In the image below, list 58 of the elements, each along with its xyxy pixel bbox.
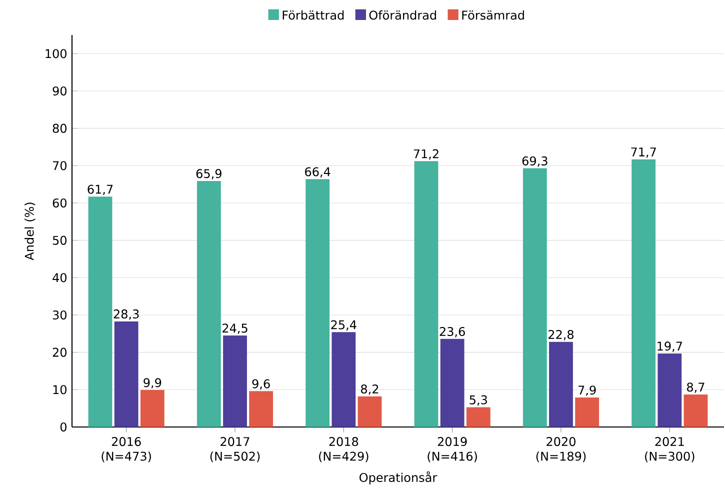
data-label: 66,4 [305,167,330,178]
bar [306,179,330,427]
data-label: 28,3 [114,309,139,320]
y-tick-label: 20 [52,348,66,357]
data-label: 9,9 [144,378,162,388]
y-tick-label: 100 [46,49,66,58]
bar [522,168,547,427]
y-tick-label: 50 [52,236,66,245]
bar [249,391,274,427]
data-label: 8,2 [361,384,378,395]
y-tick-label: 0 [60,422,66,432]
y-tick-label: 30 [52,310,66,320]
bar [658,353,682,427]
x-tick-label: 2017 (N=502) [210,437,260,462]
data-label: 61,7 [88,184,113,196]
data-label: 19,7 [658,342,682,352]
data-label: 71,7 [631,148,656,158]
data-label: 25,4 [331,320,356,331]
x-tick-label: 2019 (N=416) [428,437,477,462]
bar [440,338,464,427]
x-axis-title: Operationsår [360,471,438,484]
bar [466,407,490,427]
y-tick-label: 40 [52,273,66,282]
data-label: 5,3 [470,395,487,406]
bar [196,180,221,427]
y-tick-label: 90 [52,86,66,96]
y-axis-title: Andel (%) [24,202,36,260]
y-tick-label: 70 [53,161,66,170]
x-tick-label: 2020 (N=189) [536,437,586,462]
legend-label: Oförändrad [369,10,436,20]
bar [88,196,112,427]
legend-label: Försämrad [462,10,524,20]
data-label: 22,8 [548,330,574,340]
bar [575,397,600,427]
bar [358,396,382,427]
bar [632,159,656,427]
bar [332,332,356,427]
data-label: 24,5 [222,324,248,334]
data-label: 69,3 [522,156,548,167]
bar [223,336,247,427]
y-tick-label: 60 [52,198,66,208]
data-label: 65,9 [196,169,222,180]
data-label: 71,2 [414,149,438,160]
y-tick-label: 80 [52,124,66,133]
data-label: 9,6 [252,379,270,390]
x-tick-label: 2016 (N=473) [102,437,151,462]
bar [684,394,708,427]
bar [549,342,573,427]
data-label: 23,6 [440,326,465,338]
data-label: 7,9 [578,386,596,396]
data-label: 8,7 [687,382,704,393]
x-tick-label: 2021 (N=300) [645,437,694,462]
bar [140,390,164,427]
y-tick-label: 10 [53,385,66,394]
bar [414,161,438,427]
legend-label: Förbättrad [282,10,344,20]
x-tick-label: 2018 (N=429) [319,437,368,462]
bar [114,321,138,427]
